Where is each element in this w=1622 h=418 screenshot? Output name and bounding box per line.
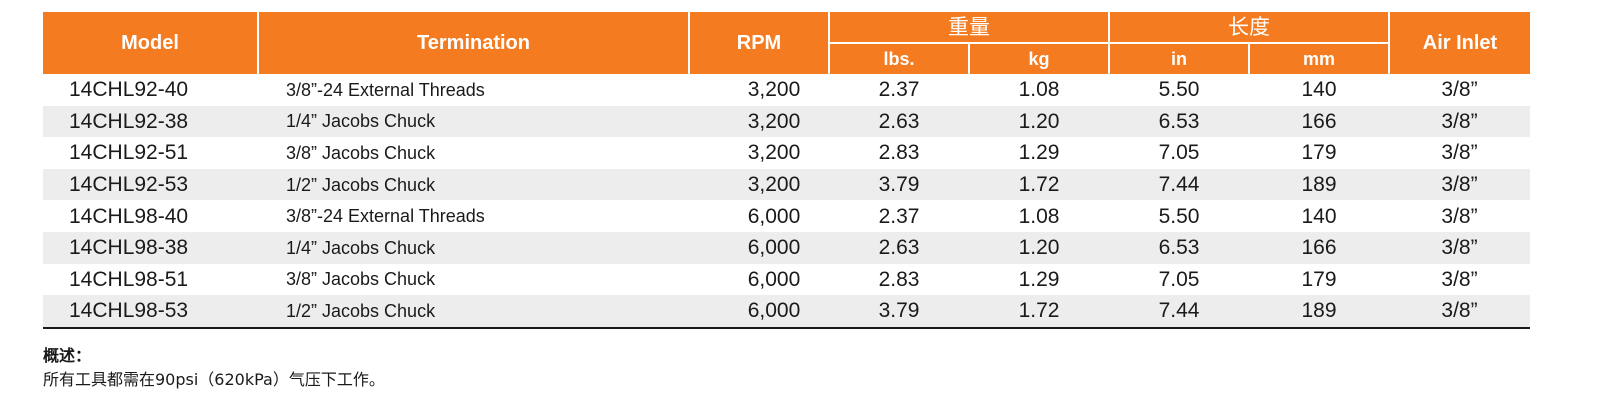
note-text: 所有工具都需在90psi（620kPa）气压下工作。 [43,370,385,389]
header-mm: mm [1248,42,1389,74]
cell-lbs: 2.37 [829,74,969,106]
table-row: 14CHL98-40 3/8”-24 External Threads 6,00… [43,200,1530,232]
table-row: 14CHL92-51 3/8” Jacobs Chuck 3,200 2.83 … [43,137,1530,169]
cell-in: 7.05 [1109,263,1249,296]
cell-kg: 1.08 [969,74,1109,106]
cell-rpm: 3,200 [689,105,829,138]
cell-model: 14CHL92-51 [43,137,258,169]
cell-model: 14CHL92-40 [43,74,258,106]
cell-kg: 1.20 [969,105,1109,138]
cell-lbs: 2.83 [829,263,969,296]
cell-mm: 189 [1249,168,1389,201]
cell-kg: 1.29 [969,263,1109,296]
cell-lbs: 2.63 [829,105,969,138]
cell-in: 7.05 [1109,137,1249,169]
table-row: 14CHL98-53 1/2” Jacobs Chuck 6,000 3.79 … [43,295,1530,329]
spec-table: Model Termination RPM 重量 长度 Air Inlet lb… [43,12,1530,329]
cell-kg: 1.29 [969,137,1109,169]
cell-termination: 3/8”-24 External Threads [258,74,689,106]
cell-air-inlet: 3/8” [1389,105,1530,138]
cell-model: 14CHL98-51 [43,263,258,296]
cell-air-inlet: 3/8” [1389,74,1530,106]
cell-termination: 1/4” Jacobs Chuck [258,231,689,264]
header-rpm: RPM [688,12,829,74]
cell-mm: 179 [1249,263,1389,296]
cell-kg: 1.20 [969,231,1109,264]
table-row: 14CHL98-51 3/8” Jacobs Chuck 6,000 2.83 … [43,263,1530,296]
table-header: Model Termination RPM 重量 长度 Air Inlet lb… [43,12,1530,74]
header-in: in [1108,42,1249,74]
cell-rpm: 3,200 [689,168,829,201]
cell-mm: 140 [1249,200,1389,232]
cell-mm: 189 [1249,295,1389,329]
cell-air-inlet: 3/8” [1389,168,1530,201]
table-body: 14CHL92-40 3/8”-24 External Threads 3,20… [43,74,1530,329]
cell-model: 14CHL98-40 [43,200,258,232]
cell-model: 14CHL98-38 [43,231,258,264]
cell-mm: 166 [1249,231,1389,264]
cell-rpm: 6,000 [689,200,829,232]
table-row: 14CHL92-38 1/4” Jacobs Chuck 3,200 2.63 … [43,105,1530,138]
cell-lbs: 3.79 [829,295,969,329]
cell-mm: 140 [1249,74,1389,106]
cell-air-inlet: 3/8” [1389,200,1530,232]
cell-model: 14CHL92-53 [43,168,258,201]
cell-rpm: 6,000 [689,295,829,329]
cell-air-inlet: 3/8” [1389,137,1530,169]
table-row: 14CHL92-53 1/2” Jacobs Chuck 3,200 3.79 … [43,168,1530,201]
cell-model: 14CHL98-53 [43,295,258,329]
cell-model: 14CHL92-38 [43,105,258,138]
cell-kg: 1.08 [969,200,1109,232]
table-row: 14CHL98-38 1/4” Jacobs Chuck 6,000 2.63 … [43,231,1530,264]
cell-kg: 1.72 [969,168,1109,201]
note-title: 概述： [43,346,92,365]
cell-in: 7.44 [1109,168,1249,201]
header-termination: Termination [257,12,689,74]
cell-in: 6.53 [1109,231,1249,264]
cell-mm: 166 [1249,105,1389,138]
header-air-inlet: Air Inlet [1388,12,1530,74]
header-lbs: lbs. [828,42,969,74]
cell-rpm: 6,000 [689,263,829,296]
cell-termination: 1/4” Jacobs Chuck [258,105,689,138]
header-kg: kg [968,42,1109,74]
cell-in: 7.44 [1109,295,1249,329]
cell-kg: 1.72 [969,295,1109,329]
cell-lbs: 2.37 [829,200,969,232]
cell-rpm: 3,200 [689,74,829,106]
cell-air-inlet: 3/8” [1389,263,1530,296]
cell-termination: 3/8” Jacobs Chuck [258,263,689,296]
cell-air-inlet: 3/8” [1389,231,1530,264]
cell-air-inlet: 3/8” [1389,295,1530,329]
cell-lbs: 2.83 [829,137,969,169]
cell-rpm: 3,200 [689,137,829,169]
header-model: Model [43,12,258,74]
table-row: 14CHL92-40 3/8”-24 External Threads 3,20… [43,74,1530,106]
cell-rpm: 6,000 [689,231,829,264]
cell-termination: 3/8” Jacobs Chuck [258,137,689,169]
cell-lbs: 2.63 [829,231,969,264]
cell-in: 5.50 [1109,74,1249,106]
cell-termination: 1/2” Jacobs Chuck [258,295,689,329]
cell-in: 5.50 [1109,200,1249,232]
cell-in: 6.53 [1109,105,1249,138]
cell-termination: 3/8”-24 External Threads [258,200,689,232]
cell-termination: 1/2” Jacobs Chuck [258,168,689,201]
cell-lbs: 3.79 [829,168,969,201]
cell-mm: 179 [1249,137,1389,169]
header-weight-group: 重量 [828,12,1109,43]
header-length-group: 长度 [1108,12,1389,43]
